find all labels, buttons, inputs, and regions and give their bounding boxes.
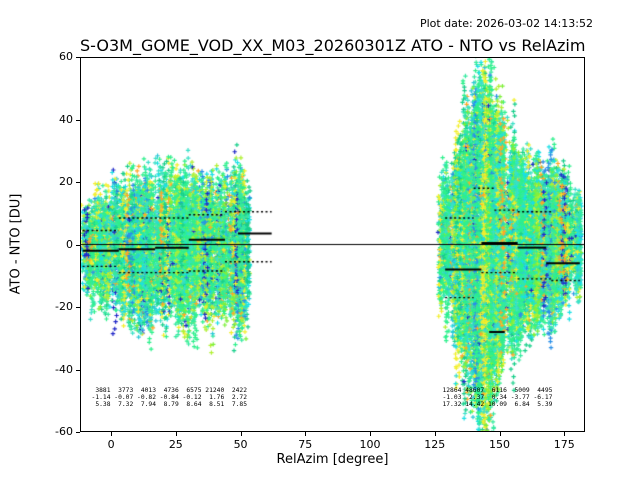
x-axis-label: RelAzim [degree] [276, 452, 389, 467]
y-axis-label: ATO - NTO [DU] [8, 193, 24, 295]
bin-stats-text: 3881 3773 4013 4736 6575 21240 2422 -1.1… [91, 386, 247, 408]
y-tick-label: -40 [55, 362, 73, 376]
plot-title: S-O3M_GOME_VOD_XX_M03_20260301Z ATO - NT… [80, 36, 586, 55]
x-tick-mark [305, 432, 307, 436]
x-tick-label: 0 [107, 438, 115, 451]
x-tick-mark [240, 432, 242, 436]
y-tick-mark [76, 182, 80, 183]
y-tick-mark [76, 307, 80, 308]
y-tick-label: 0 [66, 237, 73, 251]
x-tick-mark [499, 432, 501, 436]
y-tick-label: -20 [55, 300, 73, 313]
x-tick-label: 125 [424, 438, 446, 451]
x-tick-mark [564, 432, 566, 436]
y-tick-mark [76, 369, 80, 371]
scatter-plot-canvas [80, 57, 585, 432]
bin-stats-text: 12864 48607 6116 5009 4495 -1.03 2.37 0.… [442, 386, 553, 408]
y-tick-mark [76, 432, 80, 433]
y-tick-label: 20 [59, 175, 73, 188]
x-tick-label: 75 [298, 438, 313, 451]
x-tick-mark [370, 432, 372, 436]
plot-date: Plot date: 2026-03-02 14:13:52 [419, 17, 593, 30]
x-tick-label: 175 [553, 438, 575, 451]
x-tick-label: 150 [489, 438, 511, 451]
x-tick-label: 50 [233, 438, 248, 451]
y-tick-mark [76, 244, 80, 246]
x-tick-mark [175, 432, 177, 436]
y-tick-label: 60 [59, 50, 73, 63]
y-tick-mark [76, 57, 80, 58]
x-tick-mark [434, 432, 436, 436]
y-tick-label: 40 [59, 112, 73, 126]
x-tick-label: 25 [168, 438, 183, 451]
x-tick-mark [111, 432, 113, 436]
x-tick-label: 100 [359, 438, 381, 451]
y-tick-mark [76, 119, 80, 121]
y-tick-label: -60 [55, 425, 73, 438]
